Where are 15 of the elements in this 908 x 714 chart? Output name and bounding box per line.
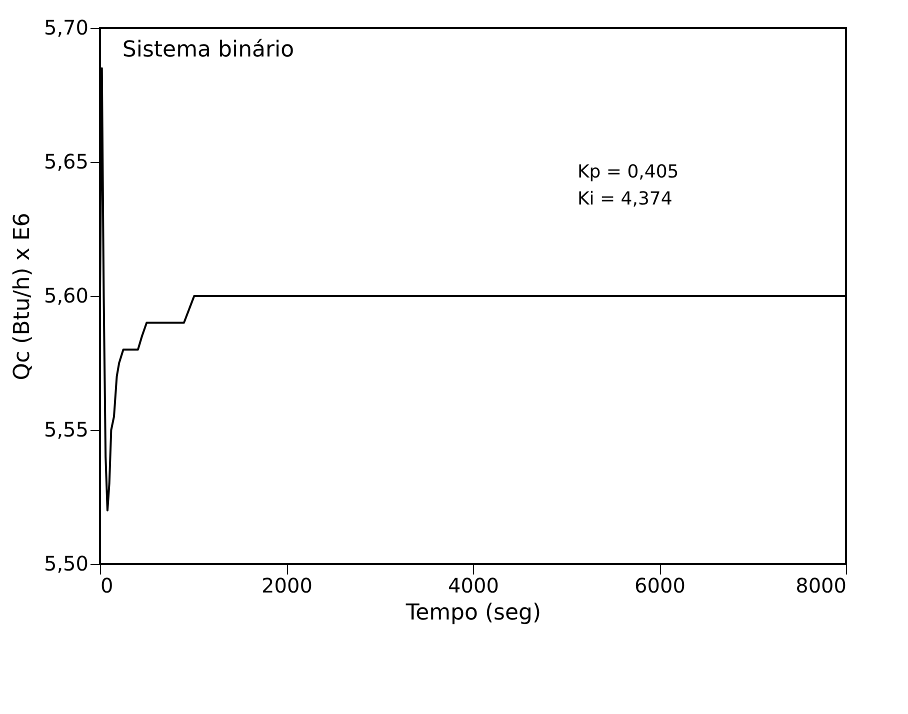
annotation: Kp = 0,405	[577, 162, 679, 183]
x-tick-label: 2000	[262, 574, 312, 598]
y-tick-label: 5,65	[44, 150, 88, 174]
annotation: Sistema binário	[122, 37, 294, 62]
y-tick-label: 5,55	[44, 418, 88, 442]
x-tick-label: 8000	[796, 574, 846, 598]
x-tick-label: 0	[100, 574, 114, 598]
x-tick-label: 4000	[448, 574, 499, 598]
y-tick-label: 5,50	[44, 552, 88, 576]
y-tick-label: 5,70	[44, 16, 88, 40]
y-tick-label: 5,60	[44, 284, 88, 308]
annotation: Ki = 4,374	[577, 188, 672, 210]
y-axis-title: Qc (Btu/h) x E6	[10, 212, 35, 380]
x-tick-label: 6000	[634, 574, 686, 598]
x-axis-title: Tempo (seg)	[404, 600, 542, 626]
